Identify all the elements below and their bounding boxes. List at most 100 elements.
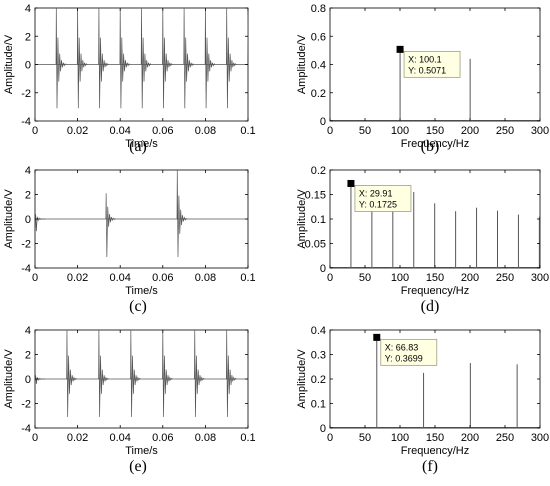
panel-label-d: (d) <box>420 298 440 315</box>
trace-group-a <box>35 8 248 109</box>
panel-label-e: (e) <box>129 458 147 475</box>
y-tick-label: 4 <box>25 3 31 15</box>
y-tick-label: 0.3 <box>311 350 326 362</box>
x-tick-label: 0.08 <box>195 432 216 444</box>
y-tick-label: 0 <box>320 116 326 128</box>
y-tick-label: 0.15 <box>305 190 326 202</box>
x-tick-label: 300 <box>531 272 549 284</box>
y-axis-label: Amplitude/V <box>296 34 308 94</box>
y-tick-label: 2 <box>25 31 31 43</box>
datatip-x: X: 100.1 <box>408 54 442 64</box>
x-tick-label: 250 <box>496 432 514 444</box>
panel-label-a: (a) <box>129 138 147 155</box>
chart-e: 0 0.02 0.04 0.06 0.08 0.1 -4 -2 0 2 4 Time/s Amplitu… <box>3 325 256 457</box>
y-tick-label: -2 <box>21 399 31 411</box>
y-tick-label: 0 <box>25 374 31 386</box>
impulse <box>140 8 152 109</box>
datatip-box <box>380 338 438 366</box>
x-tick-label: 0 <box>32 125 38 137</box>
y-tick-label: 0.1 <box>311 399 326 411</box>
x-tick-label: 0.06 <box>152 432 173 444</box>
datatip-box <box>354 185 412 212</box>
panel-label-c: (c) <box>129 298 147 315</box>
y-tick-label: 0 <box>320 423 326 435</box>
impulse <box>35 214 46 232</box>
y-tick-label: 2 <box>25 190 31 202</box>
x-axis-label: Frequency/Hz <box>401 445 469 457</box>
x-tick-label: 0 <box>327 272 333 284</box>
impulse <box>162 8 173 109</box>
y-tick-label: -2 <box>21 88 31 100</box>
y-tick-label: -4 <box>21 116 31 128</box>
chart-c: 0 0.02 0.04 0.06 0.08 0.1 -4 -2 0 2 4 Time/s Amplitu… <box>3 165 256 297</box>
x-tick-label: 0.06 <box>152 272 173 284</box>
impulse <box>98 8 109 109</box>
x-tick-label: 0.08 <box>195 125 216 137</box>
x-tick-label: 50 <box>359 125 371 137</box>
x-axis-label: Frequency/Hz <box>401 285 469 297</box>
x-tick-label: 0.1 <box>240 125 255 137</box>
x-tick-label: 0.02 <box>67 432 88 444</box>
y-tick-label: 0.05 <box>305 239 326 251</box>
impulse <box>35 375 46 384</box>
datatip-x: X: 29.91 <box>359 188 393 198</box>
y-tick-label: 0.1 <box>311 214 326 226</box>
x-axis-label: Time/s <box>125 445 158 457</box>
y-tick-label: 0.2 <box>311 374 326 386</box>
x-tick-label: 150 <box>426 125 444 137</box>
chart-d: 0 50 100 150 200 250 300 0 0.05 0.1 0.15 0.2 Frequen… <box>296 165 549 297</box>
y-tick-label: 4 <box>25 325 31 337</box>
impulse <box>226 8 237 109</box>
impulse <box>76 8 88 109</box>
impulse <box>226 330 237 417</box>
x-tick-label: 0.08 <box>195 272 216 284</box>
x-tick-label: 200 <box>461 272 479 284</box>
y-tick-label: -4 <box>21 263 31 275</box>
y-tick-label: 2 <box>25 350 31 362</box>
x-axis-label: Frequency/Hz <box>401 138 469 150</box>
x-tick-label: 0 <box>327 125 333 137</box>
y-axis-label: Amplitude/V <box>3 34 15 94</box>
y-tick-label: 4 <box>25 165 31 177</box>
y-tick-label: 0 <box>320 263 326 275</box>
x-tick-label: 0 <box>327 432 333 444</box>
x-tick-label: 150 <box>426 432 444 444</box>
x-axis-label: Time/s <box>125 285 158 297</box>
y-tick-label: -4 <box>21 423 31 435</box>
x-tick-label: 0.04 <box>109 432 130 444</box>
x-tick-label: 300 <box>531 125 549 137</box>
trace-group-c <box>35 170 248 257</box>
y-tick-label: 0.8 <box>311 3 326 15</box>
y-tick-label: -2 <box>21 239 31 251</box>
x-tick-label: 150 <box>426 272 444 284</box>
y-axis-label: Amplitude/V <box>3 189 15 249</box>
y-tick-label: 0 <box>25 214 31 226</box>
impulse <box>105 193 116 257</box>
x-tick-label: 50 <box>359 272 371 284</box>
impulse <box>98 330 109 417</box>
impulse <box>176 170 188 257</box>
impulse <box>204 8 216 109</box>
panel-label-f: (f) <box>422 458 438 475</box>
x-tick-label: 50 <box>359 432 371 444</box>
y-tick-label: 0.6 <box>311 31 326 43</box>
datatip-marker <box>347 179 355 187</box>
impulse <box>183 8 195 109</box>
x-tick-label: 0.02 <box>67 272 88 284</box>
x-tick-label: 100 <box>391 432 409 444</box>
datatip-box <box>403 50 461 78</box>
datatip-marker <box>373 333 381 341</box>
y-axis-label: Amplitude/V <box>3 349 15 409</box>
x-tick-label: 0.1 <box>240 432 255 444</box>
x-tick-label: 100 <box>391 125 409 137</box>
x-tick-label: 0 <box>32 432 38 444</box>
x-tick-label: 0.04 <box>109 125 130 137</box>
impulse <box>162 330 173 417</box>
x-tick-label: 100 <box>391 272 409 284</box>
x-tick-label: 0 <box>32 272 38 284</box>
impulse <box>247 15 248 65</box>
x-tick-label: 0.02 <box>67 125 88 137</box>
datatip-y: Y: 0.5071 <box>408 65 446 75</box>
